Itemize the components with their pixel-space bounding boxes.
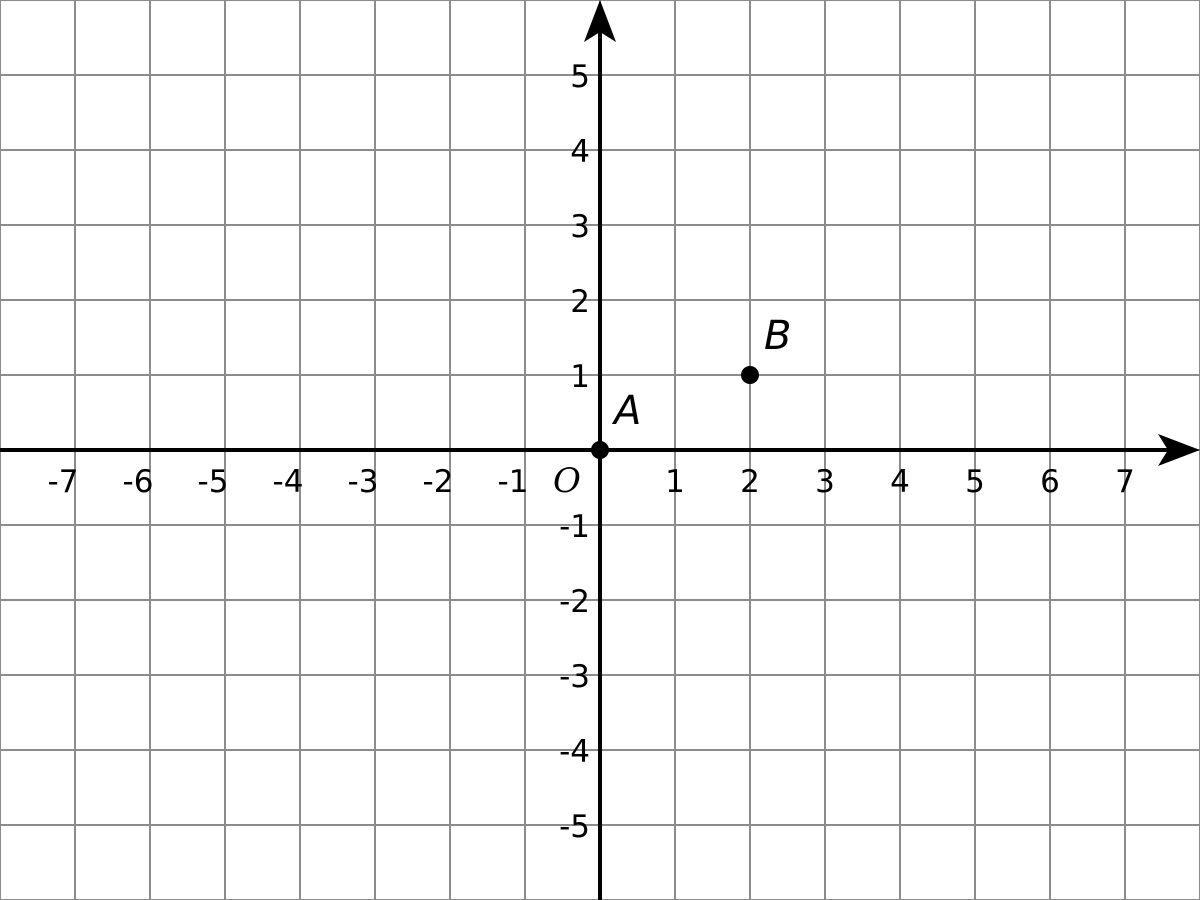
x-tick-label: -4 [273, 464, 304, 500]
x-tick-label: 6 [1040, 464, 1060, 500]
x-axis-arrow [1158, 434, 1200, 466]
x-tick-label: -6 [123, 464, 154, 500]
y-tick-label: -2 [559, 584, 590, 620]
points: AB [591, 313, 791, 459]
y-tick-label: -4 [559, 734, 590, 770]
point-B [741, 366, 759, 384]
x-tick-label: -7 [48, 464, 79, 500]
y-tick-label: 2 [570, 284, 590, 320]
origin-label: O [553, 461, 581, 501]
point-A [591, 441, 609, 459]
x-tick-label: 1 [665, 464, 685, 500]
y-tick-label: -3 [559, 659, 590, 695]
x-tick-label: -5 [198, 464, 229, 500]
y-axis-arrow [584, 0, 616, 42]
x-tick-label: 2 [740, 464, 760, 500]
x-tick-label: -1 [498, 464, 529, 500]
point-label-B: B [764, 313, 791, 359]
y-tick-label: -1 [559, 509, 590, 545]
y-tick-label: 1 [570, 359, 590, 395]
y-tick-label: -5 [559, 809, 590, 845]
y-tick-label: 4 [570, 134, 590, 170]
x-tick-label: 7 [1115, 464, 1135, 500]
tick-labels: -7 -6 -5 -4 -3 -2 -1 1 2 3 4 5 6 7 5 4 3 2 1 -1 -2 -3 -4 -5 [48, 59, 1135, 845]
x-tick-label: 4 [890, 464, 910, 500]
x-tick-label: 3 [815, 464, 835, 500]
y-tick-label: 3 [570, 209, 590, 245]
y-tick-label: 5 [570, 59, 590, 95]
point-label-A: A [611, 388, 641, 434]
x-tick-label: 5 [965, 464, 985, 500]
x-tick-label: -2 [423, 464, 454, 500]
x-tick-label: -3 [348, 464, 379, 500]
